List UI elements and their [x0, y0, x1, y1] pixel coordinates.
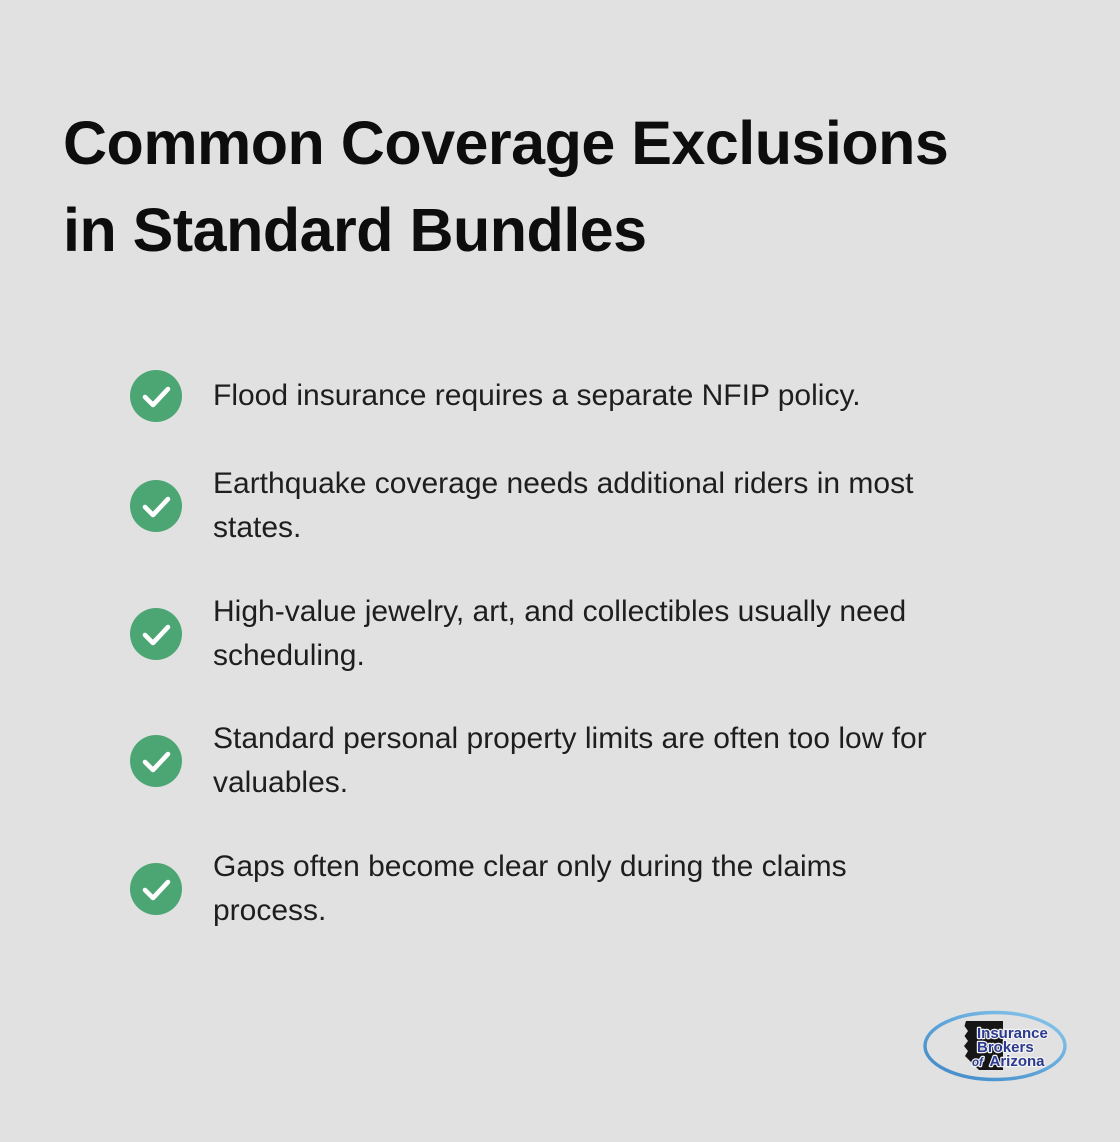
check-icon: [130, 370, 182, 422]
list-item: High-value jewelry, art, and collectible…: [130, 590, 1060, 678]
check-icon: [130, 480, 182, 532]
list-item-text: Flood insurance requires a separate NFIP…: [213, 374, 1060, 418]
list-item-text-line: valuables.: [213, 766, 349, 799]
list-item-text-line: High-value jewelry, art, and collectible…: [213, 595, 907, 628]
arizona-state-icon: [964, 1021, 1003, 1070]
page-title: Common Coverage Exclusions in Standard B…: [63, 100, 949, 274]
logo-text-line-2: Brokers: [977, 1039, 1034, 1056]
logo-oval: [923, 1010, 1067, 1082]
list-item-text-line: process.: [213, 894, 327, 927]
logo-text-arizona: Arizona: [989, 1053, 1045, 1070]
list-item-text-line: Gaps often become clear only during the …: [213, 850, 847, 883]
check-icon: [130, 863, 182, 915]
page-title-line-2: in Standard Bundles: [63, 196, 647, 264]
check-icon: [130, 735, 182, 787]
list-item: Earthquake coverage needs additional rid…: [130, 462, 1060, 550]
svg-text:of Arizona: of Arizona: [972, 1053, 1045, 1070]
list-item: Gaps often become clear only during the …: [130, 845, 1060, 933]
page-title-line-1: Common Coverage Exclusions: [63, 109, 949, 177]
brand-logo: Insurance Brokers of Arizona: [920, 1008, 1070, 1084]
list-item-text: Gaps often become clear only during the …: [213, 845, 1060, 933]
list-item-text: Earthquake coverage needs additional rid…: [213, 462, 1060, 550]
logo-text-of: of: [972, 1057, 984, 1069]
list-item-text-line: scheduling.: [213, 639, 365, 672]
list-item: Flood insurance requires a separate NFIP…: [130, 370, 1060, 422]
logo-text-line-1: Insurance: [977, 1025, 1048, 1042]
list-item-text-line: Earthquake coverage needs additional rid…: [213, 467, 914, 500]
check-icon: [130, 608, 182, 660]
list-item-text-line: states.: [213, 511, 302, 544]
list-item-text-line: Standard personal property limits are of…: [213, 722, 927, 755]
list-item-text: Standard personal property limits are of…: [213, 717, 1060, 805]
list-item-text: High-value jewelry, art, and collectible…: [213, 590, 1060, 678]
list-item: Standard personal property limits are of…: [130, 717, 1060, 805]
list-item-text-line: Flood insurance requires a separate NFIP…: [213, 379, 861, 412]
